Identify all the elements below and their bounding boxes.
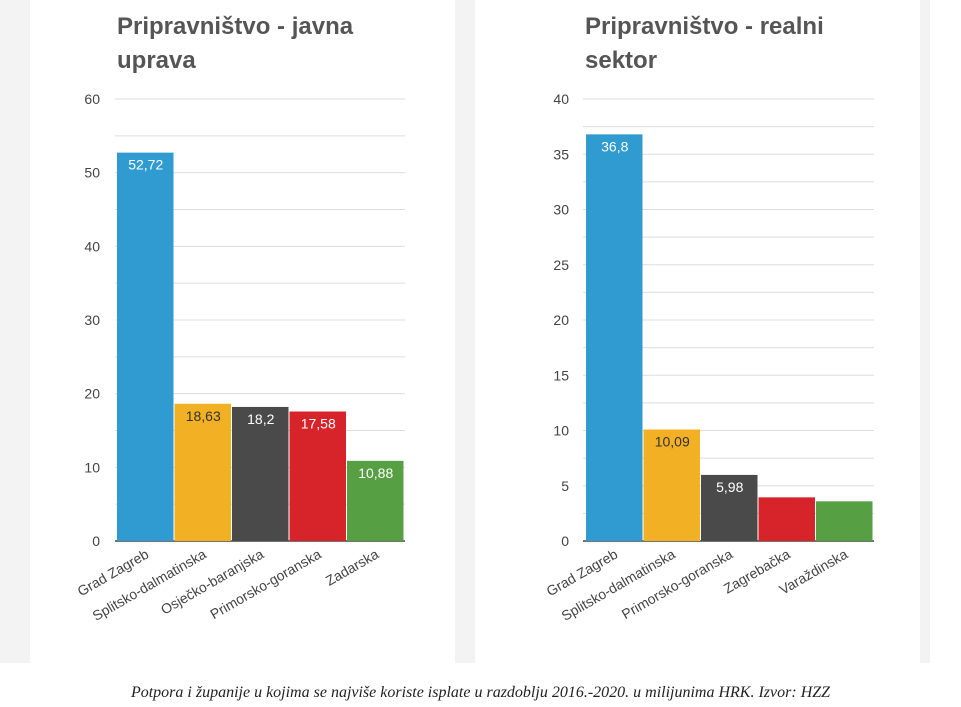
chart-title-public: Pripravništvo - javna uprava	[117, 13, 354, 74]
private-ytick-label: 40	[553, 91, 569, 107]
private-category-label: Primorsko-goranska	[619, 546, 736, 623]
public-data-label: 17,58	[301, 415, 336, 431]
public-ytick-label: 40	[84, 238, 100, 254]
public-ytick-label: 0	[92, 533, 100, 549]
background-strip-right	[920, 0, 930, 663]
figure-caption: Potpora i županije u kojima se najviše k…	[130, 684, 831, 701]
public-ytick-label: 50	[84, 165, 100, 181]
private-bar	[586, 134, 643, 542]
public-data-label: 10,88	[358, 465, 393, 481]
chart-card-public	[30, 0, 455, 663]
private-ytick-label: 15	[553, 367, 569, 383]
private-ytick-label: 5	[561, 478, 569, 494]
public-category-label: Zadarska	[323, 546, 382, 589]
private-data-label: 10,09	[655, 434, 690, 450]
private-data-label: 5,98	[716, 479, 743, 495]
private-bar	[701, 474, 758, 541]
public-bar	[347, 460, 404, 541]
background-strip-middle	[455, 0, 475, 663]
private-data-label: 3,59	[831, 505, 858, 521]
public-data-label: 52,72	[128, 157, 163, 173]
public-ytick-label: 60	[84, 91, 100, 107]
private-bar	[758, 497, 815, 541]
public-category-label: Primorsko-goranska	[207, 546, 324, 623]
private-ytick-label: 20	[553, 312, 569, 328]
private-data-label: 3,95	[774, 501, 801, 517]
background-strip-left	[0, 0, 30, 663]
public-bar	[289, 411, 346, 541]
chart-title-private: Pripravništvo - realni sektor	[585, 13, 824, 74]
public-ytick-label: 20	[84, 386, 100, 402]
public-data-label: 18,2	[247, 411, 274, 427]
private-data-label: 36,8	[601, 138, 628, 154]
public-ytick-label: 30	[84, 312, 100, 328]
private-ytick-label: 0	[561, 533, 569, 549]
private-ytick-label: 30	[553, 202, 569, 218]
private-ytick-label: 10	[553, 423, 569, 439]
private-ytick-label: 35	[553, 146, 569, 162]
public-bar	[174, 403, 231, 541]
chart-card-private	[475, 0, 920, 663]
private-ytick-label: 25	[553, 257, 569, 273]
public-data-label: 18,63	[186, 408, 221, 424]
private-bar	[816, 501, 873, 541]
private-bar	[643, 429, 700, 541]
public-ytick-label: 10	[84, 459, 100, 475]
public-bar	[117, 152, 174, 541]
public-bar	[232, 406, 289, 541]
